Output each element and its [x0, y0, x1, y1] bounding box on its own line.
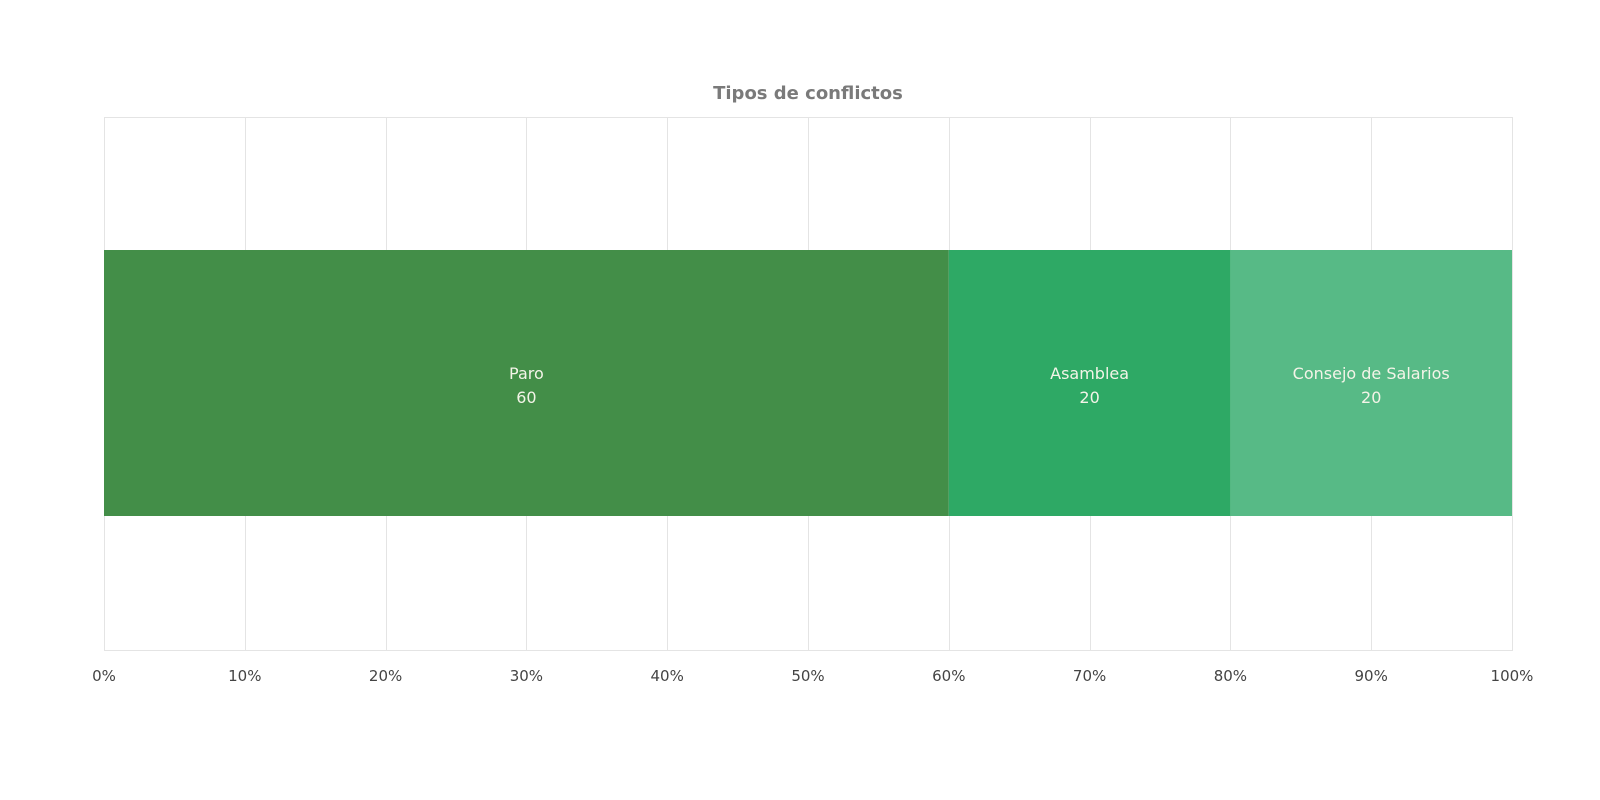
bar-segment-asamblea	[948, 250, 1231, 516]
segment-name-label: Consejo de Salarios	[1293, 364, 1450, 383]
x-tick-label: 50%	[791, 667, 824, 685]
x-axis-ticks: 0% 10% 20% 30% 40% 50% 60% 70% 80% 90% 100%	[92, 667, 1533, 685]
x-tick-label: 90%	[1355, 667, 1388, 685]
segment-value-label: 20	[1361, 388, 1381, 407]
segment-name-label: Paro	[509, 364, 544, 383]
segment-name-label: Asamblea	[1050, 364, 1129, 383]
x-tick-label: 40%	[651, 667, 684, 685]
x-tick-label: 100%	[1491, 667, 1534, 685]
x-tick-label: 0%	[92, 667, 116, 685]
x-tick-label: 10%	[228, 667, 261, 685]
segment-value-label: 20	[1079, 388, 1099, 407]
segment-value-label: 60	[516, 388, 536, 407]
bar-segment-paro	[104, 250, 949, 516]
x-tick-label: 30%	[510, 667, 543, 685]
x-tick-label: 70%	[1073, 667, 1106, 685]
segment-labels: Paro 60 Asamblea 20 Consejo de Salarios 20	[509, 364, 1450, 407]
chart-title: Tipos de conflictos	[713, 83, 903, 104]
x-tick-label: 20%	[369, 667, 402, 685]
x-tick-label: 80%	[1214, 667, 1247, 685]
x-tick-label: 60%	[932, 667, 965, 685]
bar-segments	[104, 250, 1512, 516]
bar-segment-consejo-de-salarios	[1230, 250, 1512, 516]
